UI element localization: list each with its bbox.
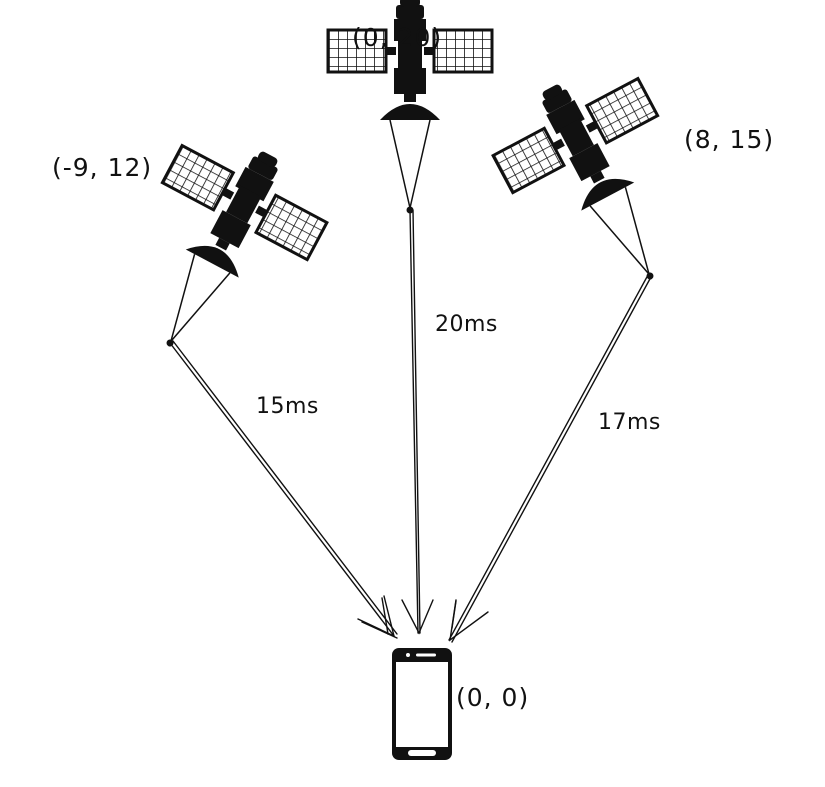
- smartphone-icon: [392, 648, 452, 760]
- satellite-icon: [476, 47, 726, 320]
- latency-label: 17ms: [598, 410, 661, 435]
- arrow-icon: [401, 599, 434, 635]
- signal-tick-marks: [381, 597, 457, 635]
- satellite-coord-label: (8, 15): [684, 125, 775, 154]
- satellite-coord-label: (0, 20): [352, 23, 443, 52]
- phone-coord-label: (0, 0): [456, 683, 530, 712]
- signal-link-center: [401, 209, 434, 635]
- signal-link-left: [169, 340, 398, 639]
- satellite-coord-label: (-9, 12): [52, 153, 153, 182]
- latency-label: 20ms: [435, 312, 498, 337]
- latency-label: 15ms: [256, 394, 319, 419]
